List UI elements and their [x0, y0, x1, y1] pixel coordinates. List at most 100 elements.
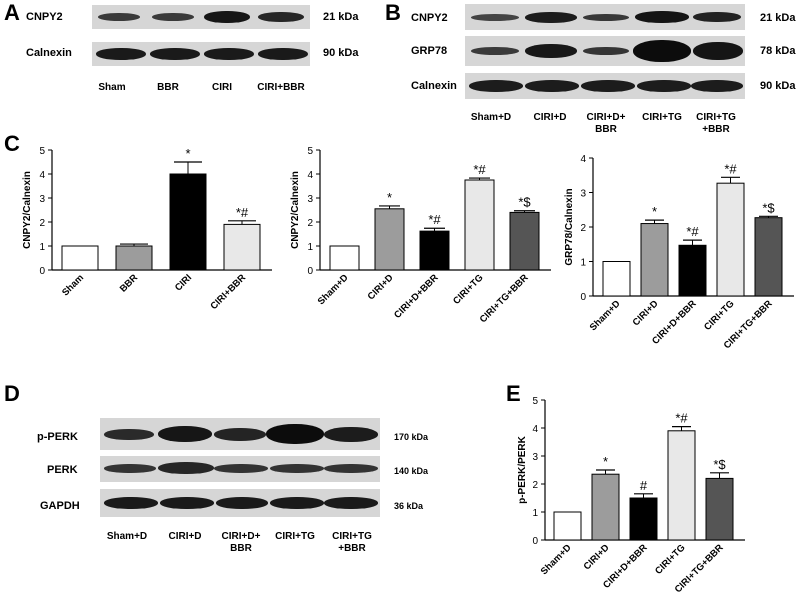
significance-mark: *: [652, 204, 657, 219]
blot-band: [324, 497, 378, 509]
bar: [754, 217, 783, 297]
significance-mark: *$: [713, 457, 726, 472]
y-tick-label: 0: [39, 266, 45, 277]
lane-label-line: CIRI+TG: [642, 112, 682, 123]
panel-letter-a: A: [4, 0, 20, 25]
blot-band: [98, 13, 140, 21]
blot-d-gapdh-strip: [100, 489, 380, 517]
chart-pperk-tg: 012345p-PERK/PERKSham+D*CIRI+D#CIRI+D+BB…: [517, 396, 745, 595]
blot-d-lane-label: CIRI+D+ BBR: [214, 531, 268, 555]
bar: [223, 223, 261, 271]
y-axis-label: CNPY2/Calnexin: [290, 171, 301, 249]
bar: [464, 179, 495, 271]
lane-label-line: CIRI+D: [533, 112, 567, 123]
x-tick-label: Sham+D: [539, 542, 574, 577]
x-tick-label: Sham+D: [588, 298, 623, 333]
blot-band: [633, 40, 691, 62]
bar: [629, 497, 658, 541]
blot-band: [693, 12, 741, 22]
blot-b-protein-label: Calnexin: [411, 80, 457, 92]
blot-band: [324, 464, 378, 473]
blot-band: [471, 14, 519, 21]
x-tick-label: CIRI+TG: [702, 298, 736, 332]
blot-band: [525, 44, 577, 58]
blot-b-cnpy2-strip: [465, 4, 745, 30]
blot-band: [214, 428, 266, 441]
significance-mark: *#: [724, 161, 737, 176]
blot-band: [693, 42, 743, 60]
blot-band: [270, 497, 324, 509]
x-tick-label: CIRI+TG+BBR: [478, 272, 531, 325]
y-tick-label: 0: [307, 266, 313, 277]
y-axis-label: GRP78/Calnexin: [564, 188, 575, 265]
significance-mark: #: [640, 478, 648, 493]
blot-a-mw-label: 21 kDa: [323, 11, 359, 23]
y-axis-label: p-PERK/PERK: [517, 435, 528, 504]
blot-band: [583, 47, 629, 55]
blot-band: [152, 13, 194, 21]
lane-label-line: CIRI+D+: [586, 112, 626, 123]
blot-band: [160, 497, 214, 509]
blot-band: [104, 464, 156, 473]
blot-b-protein-label: GRP78: [411, 45, 448, 57]
x-tick-label: CIRI+TG: [653, 542, 687, 576]
blot-a-cnpy2-strip: [92, 5, 310, 29]
lane-label-line: CIRI+TG: [696, 112, 736, 123]
blot-band: [104, 497, 158, 509]
blot-d-perk-strip: [100, 456, 380, 482]
blot-d-lane-label: CIRI+TG: [268, 531, 322, 543]
y-tick-label: 1: [307, 242, 313, 253]
panel-letter-e: E: [506, 381, 521, 406]
significance-mark: *: [185, 146, 190, 161]
bar: [553, 511, 582, 541]
significance-mark: *#: [473, 162, 486, 177]
bar: [374, 208, 405, 271]
y-tick-label: 4: [580, 154, 586, 165]
lane-label-line: BBR: [230, 543, 252, 554]
blot-b-lane-label: CIRI+TG +BBR: [690, 112, 742, 136]
lane-label-line: +BBR: [702, 124, 730, 135]
x-tick-label: Sham+D: [316, 272, 351, 307]
y-tick-label: 2: [39, 218, 45, 229]
chart-cnpy2-tg: 0 1 2 3 4 5 CNPY2/Calnexin Sham+D * CIRI+D *# CIRI+…: [290, 146, 551, 325]
lane-label-line: Sham+D: [106, 531, 148, 542]
blot-b-mw-label: 90 kDa: [760, 80, 796, 92]
bar: [667, 430, 696, 541]
blot-band: [324, 427, 378, 442]
y-tick-label: 3: [580, 189, 586, 200]
bar: [61, 245, 99, 271]
y-tick-label: 0: [580, 292, 586, 303]
blot-band: [96, 48, 146, 60]
x-tick-label: Sham: [60, 272, 86, 298]
blot-b-protein-label: CNPY2: [411, 12, 448, 24]
blot-band: [214, 464, 268, 473]
y-tick-label: 2: [580, 223, 586, 234]
x-tick-label: CIRI+TG: [451, 272, 485, 306]
x-tick-label: CIRI+D: [631, 298, 661, 328]
significance-mark: *: [387, 190, 392, 205]
bar: [678, 244, 707, 297]
x-tick-label: CIRI+D: [582, 542, 612, 572]
blot-a-protein-label: Calnexin: [26, 47, 72, 59]
blot-band: [216, 497, 268, 509]
x-tick-label: CIRI+BBR: [208, 272, 248, 312]
blot-band: [150, 48, 200, 60]
blot-band: [104, 429, 154, 440]
y-tick-label: 1: [39, 242, 45, 253]
blot-band: [635, 11, 689, 23]
blot-b-lane-label: Sham+D: [465, 112, 517, 124]
chart-cnpy2-bbr: 0 1 2 3 4 5 CNPY2/Calnexin Sham BBR * CIRI *# CIRI+B…: [22, 146, 272, 312]
significance-mark: *#: [428, 212, 441, 227]
blot-b-lane-label: CIRI+D: [524, 112, 576, 124]
significance-mark: *#: [675, 411, 688, 426]
blot-band: [258, 12, 304, 22]
significance-mark: *$: [762, 200, 775, 215]
blot-b-mw-label: 78 kDa: [760, 45, 796, 57]
x-tick-label: CIRI+D+BBR: [392, 272, 441, 321]
y-tick-label: 1: [532, 508, 538, 519]
chart-grp78-tg: 01234GRP78/CalnexinSham+D*CIRI+D*#CIRI+D…: [564, 154, 794, 351]
blot-b-mw-label: 21 kDa: [760, 12, 796, 24]
bar: [602, 261, 631, 297]
blot-a-lane-label: Sham: [98, 82, 126, 93]
bar: [509, 211, 540, 271]
